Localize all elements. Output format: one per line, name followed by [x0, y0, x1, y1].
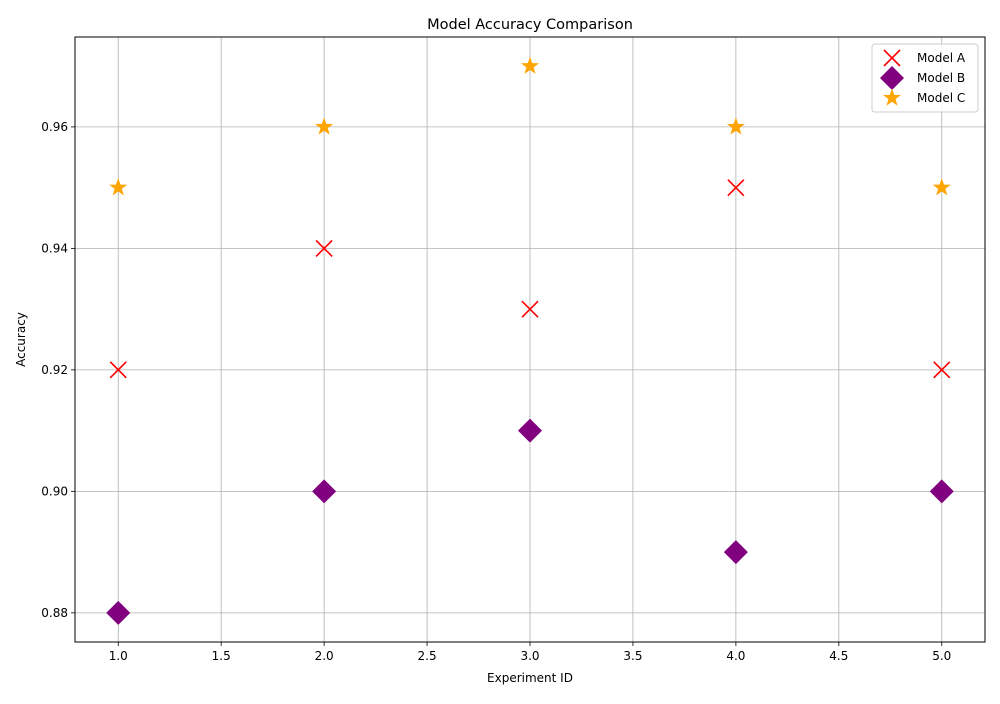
data-point [109, 178, 128, 196]
legend-item: Model A [883, 49, 966, 67]
series-model-b [106, 418, 954, 625]
y-tick-label: 0.90 [41, 484, 68, 498]
legend-label: Model B [917, 71, 965, 85]
axis-ticks: 1.0 1.5 2.0 2.5 3.0 3.5 4.0 4.5 5.0 0.88 0.90 0.92 0… [41, 120, 951, 663]
legend-item: Model C [882, 88, 965, 106]
data-point [932, 178, 951, 196]
x-tick-label: 4.0 [726, 649, 745, 663]
legend-marker [880, 66, 904, 90]
y-tick-label: 0.94 [41, 241, 68, 255]
data-point [109, 361, 127, 379]
x-tick-label: 2.0 [315, 649, 334, 663]
legend-label: Model A [917, 51, 966, 65]
data-point [106, 600, 131, 625]
legend-marker [882, 88, 902, 106]
x-axis-label: Experiment ID [487, 671, 573, 685]
data-point [518, 418, 542, 443]
legend: Model A Model B Model C [871, 43, 979, 113]
x-tick-label: 4.5 [829, 649, 848, 663]
x-tick-label: 2.5 [418, 649, 437, 663]
data-point [315, 117, 334, 135]
data-point [727, 179, 745, 197]
legend-box [871, 43, 979, 113]
data-point [726, 117, 745, 135]
x-tick-label: 3.5 [623, 649, 642, 663]
x-tick-label: 1.5 [212, 649, 231, 663]
y-axis-label: Accuracy [14, 312, 28, 367]
legend-label: Model C [917, 91, 965, 105]
data-point [933, 361, 951, 379]
chart-title: Model Accuracy Comparison [427, 17, 633, 33]
legend-marker [883, 49, 901, 67]
data-point [723, 540, 748, 565]
y-tick-label: 0.88 [41, 606, 68, 620]
series-model-a [109, 179, 951, 379]
data-point [312, 479, 337, 504]
data-point [315, 239, 333, 257]
x-tick-label: 1.0 [109, 649, 128, 663]
axes-frame [74, 36, 986, 643]
data-point [521, 300, 539, 318]
x-tick-label: 3.0 [520, 649, 539, 663]
x-tick-label: 5.0 [932, 649, 951, 663]
data-point [929, 479, 954, 504]
grid [75, 37, 985, 642]
data-point [520, 56, 540, 74]
y-tick-label: 0.92 [41, 363, 68, 377]
legend-item: Model B [880, 66, 965, 90]
series-model-c [109, 56, 951, 196]
data-points [106, 56, 954, 625]
y-tick-label: 0.96 [41, 120, 68, 134]
